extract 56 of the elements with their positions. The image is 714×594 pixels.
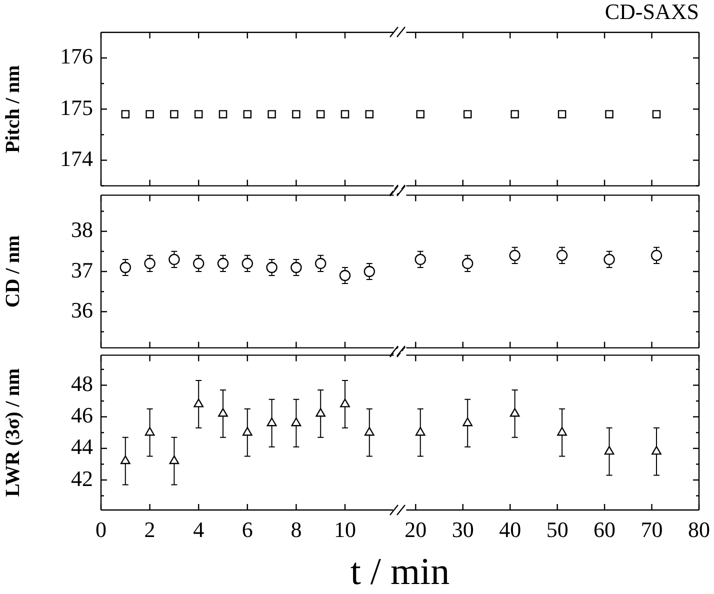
point [316,408,326,417]
point [339,270,351,282]
point [364,427,374,436]
y-tick-label: 48 [71,370,93,396]
x-tick-label: 60 [594,516,616,542]
point [168,254,180,266]
y-tick-label: 176 [60,43,93,68]
x-tick-label: 80 [688,516,710,542]
point [194,398,204,408]
x-tick-label: 70 [640,516,663,542]
point [315,258,326,270]
point [604,446,614,455]
x-tick-label: 20 [404,516,427,542]
x-tick-label: 0 [96,516,106,542]
point [364,266,375,278]
y-tick-label: 175 [60,94,93,120]
point [415,427,426,436]
point [144,427,155,436]
point [340,398,350,408]
point [217,258,229,270]
point [462,418,473,426]
y-axis-title: Pitch / nm [2,64,24,153]
point [169,455,180,464]
y-tick-label: 36 [71,297,93,322]
x-tick-label: 30 [452,516,474,542]
point [557,427,567,436]
point [291,418,302,426]
y-tick-label: 37 [71,257,93,282]
y-tick-label: 174 [60,146,93,171]
y-tick-label: 38 [71,217,93,242]
x-tick-label: 8 [290,516,302,542]
x-tick-label: 4 [193,516,204,542]
x-tick-label: 6 [242,516,253,542]
y-axis-title: LWR (3σ) / nm [2,368,24,497]
y-tick-label: 46 [71,402,93,428]
point [120,455,130,464]
point [193,258,204,270]
y-tick-label: 44 [71,434,93,460]
point [266,262,278,274]
y-axis-title: CD / nm [2,235,24,308]
point [120,262,131,274]
y-tick-label: 42 [71,466,93,491]
chart-title: CD-SAXS [604,0,699,24]
point [242,258,253,270]
x-tick-label: 50 [546,516,568,542]
point [144,258,156,270]
point [242,427,252,436]
point [510,408,520,417]
point [290,262,302,274]
point [266,418,277,426]
x-tick-label: 10 [334,516,356,542]
x-tick-label: 40 [499,516,522,542]
x-tick-label: 2 [144,516,156,542]
x-axis-title: t / min [349,550,451,594]
point [218,408,228,417]
point [652,446,662,455]
